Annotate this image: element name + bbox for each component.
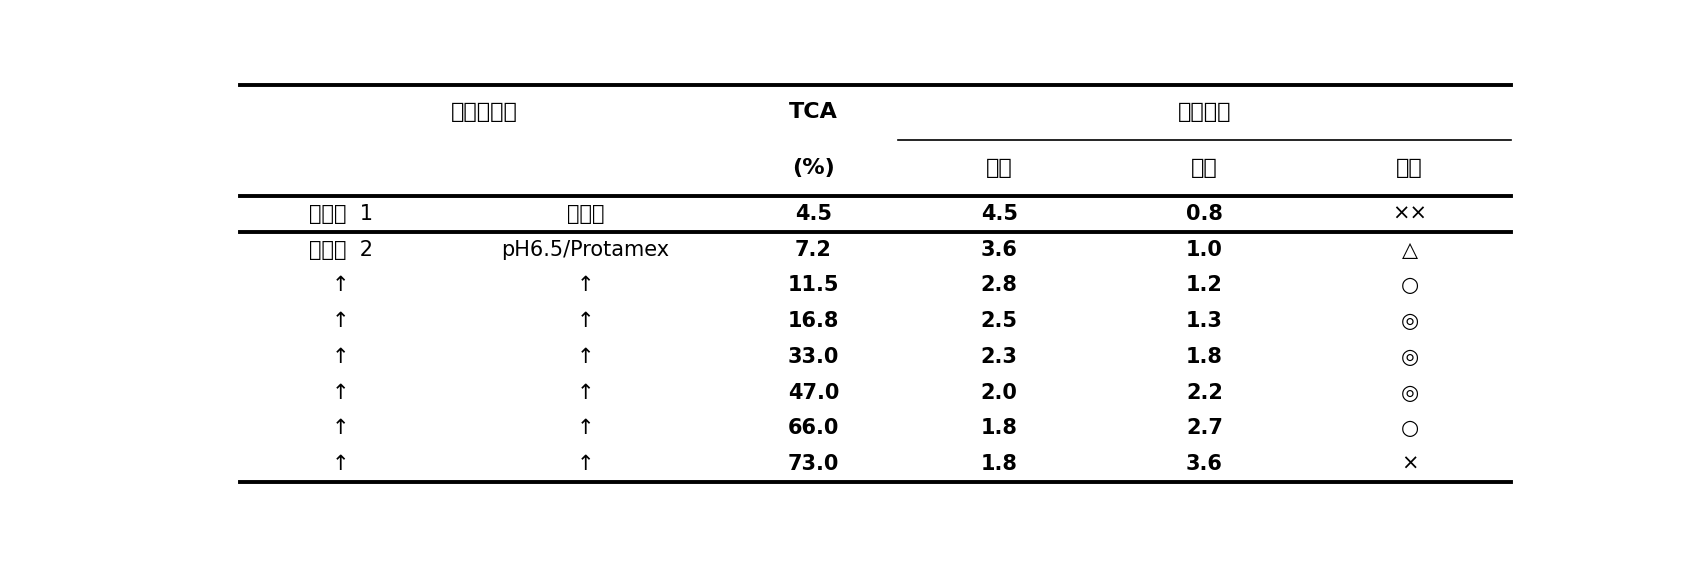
Text: 3.6: 3.6 [980, 240, 1017, 260]
Text: 实验例  2: 实验例 2 [309, 240, 372, 260]
Text: (%): (%) [792, 158, 835, 178]
Text: 2.3: 2.3 [980, 347, 1017, 367]
Text: △: △ [1401, 240, 1417, 260]
Text: 73.0: 73.0 [787, 454, 838, 474]
Text: 2.7: 2.7 [1185, 419, 1222, 438]
Text: 47.0: 47.0 [787, 383, 838, 403]
Text: 1.8: 1.8 [980, 454, 1017, 474]
Text: 11.5: 11.5 [787, 275, 838, 295]
Text: 1.0: 1.0 [1185, 240, 1222, 260]
Text: ↑: ↑ [577, 311, 594, 331]
Text: ○: ○ [1400, 419, 1419, 438]
Text: 33.0: 33.0 [787, 347, 838, 367]
Text: TCA: TCA [789, 103, 838, 122]
Text: ↑: ↑ [577, 347, 594, 367]
Text: ↑: ↑ [333, 454, 350, 474]
Text: ××: ×× [1391, 204, 1427, 224]
Text: 3.6: 3.6 [1185, 454, 1222, 474]
Text: 比较例  1: 比较例 1 [309, 204, 372, 224]
Text: ◎: ◎ [1400, 347, 1419, 367]
Text: ↑: ↑ [333, 383, 350, 403]
Text: ↑: ↑ [577, 454, 594, 474]
Text: 1.8: 1.8 [980, 419, 1017, 438]
Text: 评价: 评价 [1396, 158, 1422, 178]
Text: 2.0: 2.0 [980, 383, 1017, 403]
Text: ◎: ◎ [1400, 311, 1419, 331]
Text: 2.5: 2.5 [980, 311, 1017, 331]
Text: ↑: ↑ [577, 383, 594, 403]
Text: 未消化: 未消化 [567, 204, 604, 224]
Text: ○: ○ [1400, 275, 1419, 295]
Text: 濥味: 濥味 [985, 158, 1012, 178]
Text: 1.2: 1.2 [1185, 275, 1222, 295]
Text: 7.2: 7.2 [794, 240, 831, 260]
Text: 1.8: 1.8 [1185, 347, 1222, 367]
Text: ↑: ↑ [577, 419, 594, 438]
Text: 蛋白酶处理: 蛋白酶处理 [451, 103, 517, 122]
Text: ↑: ↑ [577, 275, 594, 295]
Text: 2.8: 2.8 [980, 275, 1017, 295]
Text: 66.0: 66.0 [787, 419, 838, 438]
Text: 1.3: 1.3 [1185, 311, 1222, 331]
Text: ↑: ↑ [333, 275, 350, 295]
Text: 16.8: 16.8 [787, 311, 838, 331]
Text: 2.2: 2.2 [1185, 383, 1222, 403]
Text: ↑: ↑ [333, 347, 350, 367]
Text: 4.5: 4.5 [980, 204, 1017, 224]
Text: 0.8: 0.8 [1185, 204, 1222, 224]
Text: ↑: ↑ [333, 311, 350, 331]
Text: ↑: ↑ [333, 419, 350, 438]
Text: 苦味: 苦味 [1190, 158, 1217, 178]
Text: 4.5: 4.5 [794, 204, 831, 224]
Text: pH6.5/Protamex: pH6.5/Protamex [500, 240, 669, 260]
Text: ◎: ◎ [1400, 383, 1419, 403]
Text: ×: × [1400, 454, 1417, 474]
Text: 感官评价: 感官评价 [1178, 103, 1231, 122]
